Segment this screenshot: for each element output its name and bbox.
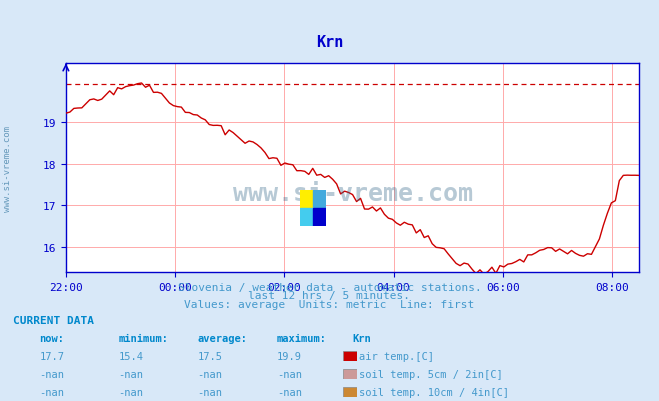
Text: -nan: -nan — [40, 369, 65, 379]
Text: -nan: -nan — [198, 387, 223, 397]
Text: www.si-vreme.com: www.si-vreme.com — [233, 182, 473, 205]
Text: 19.9: 19.9 — [277, 351, 302, 361]
Text: soil temp. 5cm / 2in[C]: soil temp. 5cm / 2in[C] — [359, 369, 503, 379]
Text: maximum:: maximum: — [277, 333, 327, 343]
Bar — [313, 190, 326, 209]
Text: 17.7: 17.7 — [40, 351, 65, 361]
Text: -nan: -nan — [277, 369, 302, 379]
Text: -nan: -nan — [277, 387, 302, 397]
Text: soil temp. 10cm / 4in[C]: soil temp. 10cm / 4in[C] — [359, 387, 509, 397]
Text: air temp.[C]: air temp.[C] — [359, 351, 434, 361]
Text: 17.5: 17.5 — [198, 351, 223, 361]
Text: Slovenia / weather data - automatic stations.: Slovenia / weather data - automatic stat… — [178, 283, 481, 293]
Text: -nan: -nan — [119, 369, 144, 379]
Text: last 12 hrs / 5 minutes.: last 12 hrs / 5 minutes. — [248, 291, 411, 301]
Text: -nan: -nan — [40, 387, 65, 397]
Text: Krn: Krn — [353, 333, 371, 343]
Text: average:: average: — [198, 333, 248, 343]
Bar — [300, 209, 313, 227]
Bar — [300, 190, 313, 209]
Text: 15.4: 15.4 — [119, 351, 144, 361]
Text: -nan: -nan — [198, 369, 223, 379]
Text: now:: now: — [40, 333, 65, 343]
Text: minimum:: minimum: — [119, 333, 169, 343]
Text: Values: average  Units: metric  Line: first: Values: average Units: metric Line: firs… — [185, 299, 474, 309]
Text: -nan: -nan — [119, 387, 144, 397]
Text: CURRENT DATA: CURRENT DATA — [13, 315, 94, 325]
Bar — [313, 209, 326, 227]
Text: Krn: Krn — [316, 34, 343, 50]
Text: www.si-vreme.com: www.si-vreme.com — [3, 126, 13, 211]
